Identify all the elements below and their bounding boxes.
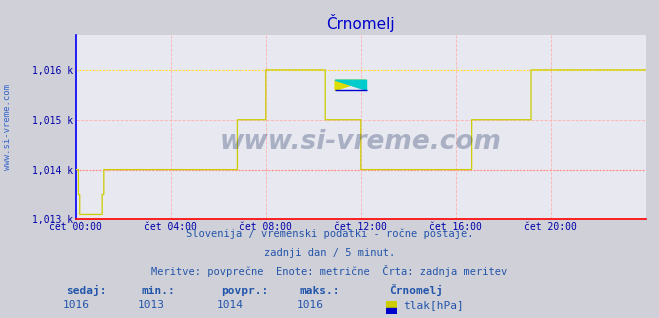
Text: maks.:: maks.: xyxy=(300,286,340,296)
Bar xyxy=(386,301,397,308)
Text: Črnomelj: Črnomelj xyxy=(389,284,443,296)
Bar xyxy=(386,308,397,314)
Polygon shape xyxy=(335,80,366,90)
Text: www.si-vreme.com: www.si-vreme.com xyxy=(3,84,13,170)
Text: 1016: 1016 xyxy=(63,301,89,310)
Text: 1013: 1013 xyxy=(138,301,165,310)
Text: 1014: 1014 xyxy=(217,301,244,310)
Text: zadnji dan / 5 minut.: zadnji dan / 5 minut. xyxy=(264,248,395,258)
Text: Slovenija / vremenski podatki - ročne postaje.: Slovenija / vremenski podatki - ročne po… xyxy=(186,228,473,239)
Text: www.si-vreme.com: www.si-vreme.com xyxy=(220,129,501,155)
Polygon shape xyxy=(335,80,366,90)
Text: min.:: min.: xyxy=(142,286,175,296)
Text: tlak[hPa]: tlak[hPa] xyxy=(403,301,464,310)
Text: povpr.:: povpr.: xyxy=(221,286,268,296)
Text: 1016: 1016 xyxy=(297,301,323,310)
Text: Meritve: povprečne  Enote: metrične  Črta: zadnja meritev: Meritve: povprečne Enote: metrične Črta:… xyxy=(152,265,507,277)
Text: sedaj:: sedaj: xyxy=(66,285,106,296)
Title: Črnomelj: Črnomelj xyxy=(326,14,395,32)
